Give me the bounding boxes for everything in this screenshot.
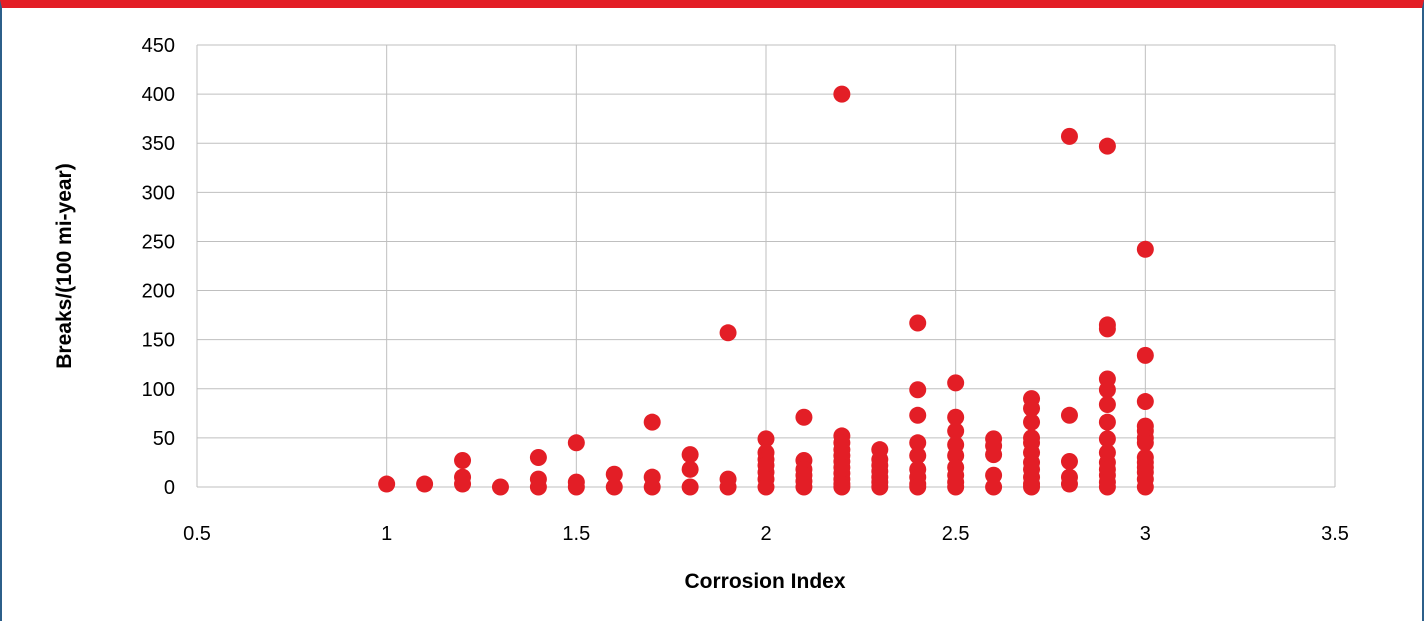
data-point [567, 478, 585, 496]
gridlines [196, 44, 1336, 488]
data-point [1023, 399, 1041, 417]
data-point [757, 478, 775, 496]
data-point [1098, 478, 1116, 496]
data-point [947, 447, 965, 465]
data-point [1060, 406, 1078, 424]
y-tick-label: 450 [142, 35, 175, 57]
data-point [947, 408, 965, 426]
y-tick-label: 0 [164, 477, 175, 499]
data-point [909, 478, 927, 496]
data-point [1136, 346, 1154, 364]
data-point [1098, 381, 1116, 399]
data-points [378, 85, 1154, 496]
data-point [985, 478, 1003, 496]
data-point [1136, 478, 1154, 496]
y-tick-label: 50 [153, 428, 175, 450]
data-point [416, 475, 434, 493]
x-tick-label: 3.5 [1321, 523, 1349, 545]
data-point [833, 85, 851, 103]
x-tick-label: 1 [381, 523, 392, 545]
y-tick-label: 200 [142, 281, 175, 303]
data-point [947, 478, 965, 496]
data-point [605, 478, 623, 496]
x-tick-labels: 0.5 1 1.5 2 2.5 3 3.5 [183, 523, 1349, 545]
data-point [454, 451, 472, 469]
data-point [909, 434, 927, 452]
data-point [1136, 434, 1154, 452]
data-point [909, 381, 927, 399]
data-point [719, 478, 737, 496]
data-point [909, 314, 927, 332]
data-point [454, 475, 472, 493]
data-point [681, 460, 699, 478]
x-tick-label: 1.5 [562, 523, 590, 545]
data-point [1098, 430, 1116, 448]
data-point [605, 465, 623, 483]
x-tick-label: 2 [760, 523, 771, 545]
data-point [681, 446, 699, 464]
data-point [1098, 320, 1116, 338]
data-point [985, 466, 1003, 484]
data-point [681, 478, 699, 496]
data-point [643, 413, 661, 431]
y-axis-title: Breaks/(100 mi-year) [53, 163, 76, 368]
data-point [1060, 452, 1078, 470]
data-point [985, 446, 1003, 464]
y-tick-label: 350 [142, 133, 175, 155]
data-point [719, 324, 737, 342]
data-point [909, 406, 927, 424]
data-point [871, 478, 889, 496]
data-point [757, 430, 775, 448]
y-tick-label: 150 [142, 330, 175, 352]
data-point [1136, 240, 1154, 258]
data-point [1098, 413, 1116, 431]
data-point [947, 422, 965, 440]
y-tick-label: 400 [142, 84, 175, 106]
x-tick-label: 3 [1140, 523, 1151, 545]
y-tick-label: 250 [142, 231, 175, 253]
data-point [1060, 127, 1078, 145]
data-point [909, 447, 927, 465]
data-point [529, 449, 547, 467]
y-tick-label: 300 [142, 182, 175, 204]
data-point [1136, 393, 1154, 411]
data-point [378, 475, 396, 493]
data-point [1098, 395, 1116, 413]
x-tick-label: 2.5 [942, 523, 970, 545]
x-tick-label: 0.5 [183, 523, 211, 545]
x-axis-title: Corrosion Index [684, 570, 845, 593]
data-point [795, 478, 813, 496]
data-point [567, 434, 585, 452]
data-point [529, 478, 547, 496]
data-point [795, 408, 813, 426]
data-point [1060, 475, 1078, 493]
y-tick-label: 100 [142, 379, 175, 401]
data-point [947, 374, 965, 392]
data-point [1023, 413, 1041, 431]
data-point [1023, 478, 1041, 496]
y-tick-labels: 0 50 100 150 200 250 300 350 400 450 [142, 35, 175, 499]
data-point [833, 478, 851, 496]
data-point [1098, 137, 1116, 155]
data-point [491, 478, 509, 496]
data-point [643, 478, 661, 496]
